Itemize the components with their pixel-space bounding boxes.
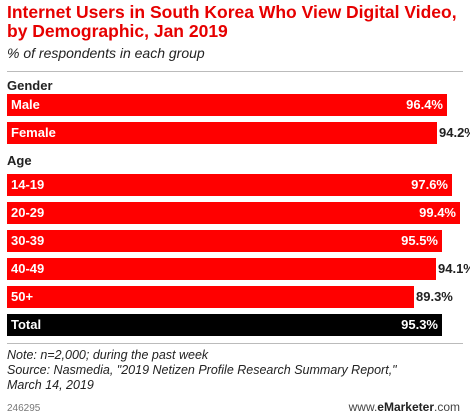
bottom-rule xyxy=(7,343,463,344)
chart-id: 246295 xyxy=(7,403,41,414)
bar-30-39 xyxy=(7,230,442,252)
brand-suffix: .com xyxy=(433,400,460,414)
bar-value-female: 94.2% xyxy=(439,125,470,140)
group-label-age: Age xyxy=(7,153,32,168)
bar-14-19 xyxy=(7,174,452,196)
top-rule xyxy=(7,71,463,72)
brand-prefix: www. xyxy=(348,400,378,414)
bar-label-40-49: 40-49 xyxy=(11,261,45,276)
bar-label-female: Female xyxy=(11,125,56,140)
bar-value-14-19: 97.6% xyxy=(411,177,448,192)
bar-value-50: 89.3% xyxy=(416,289,453,304)
chart-source: Source: Nasmedia, "2019 Netizen Profile … xyxy=(7,363,397,377)
chart-note: Note: n=2,000; during the past week xyxy=(7,348,209,362)
bar-label-total: Total xyxy=(11,317,42,332)
chart-source-date: March 14, 2019 xyxy=(7,378,94,392)
bar-20-29 xyxy=(7,202,460,224)
group-label-gender: Gender xyxy=(7,78,53,93)
bar-value-20-29: 99.4% xyxy=(419,205,456,220)
bar-50 xyxy=(7,286,414,308)
chart-title: Internet Users in South Korea Who View D… xyxy=(7,2,457,41)
brand-name: eMarketer xyxy=(377,400,434,414)
bar-total xyxy=(7,314,442,336)
bar-female xyxy=(7,122,437,144)
bar-label-14-19: 14-19 xyxy=(11,177,45,192)
bar-male xyxy=(7,94,447,116)
bar-value-40-49: 94.1% xyxy=(438,261,470,276)
chart-subtitle: % of respondents in each group xyxy=(7,45,205,61)
bar-label-50: 50+ xyxy=(11,289,34,304)
bar-label-male: Male xyxy=(11,97,40,112)
bar-value-male: 96.4% xyxy=(406,97,443,112)
bar-label-20-29: 20-29 xyxy=(11,205,45,220)
bar-value-total: 95.3% xyxy=(401,317,438,332)
bar-value-30-39: 95.5% xyxy=(401,233,438,248)
bar-label-30-39: 30-39 xyxy=(11,233,45,248)
emarketer-logo: www.eMarketer.com xyxy=(349,400,460,414)
bar-40-49 xyxy=(7,258,436,280)
